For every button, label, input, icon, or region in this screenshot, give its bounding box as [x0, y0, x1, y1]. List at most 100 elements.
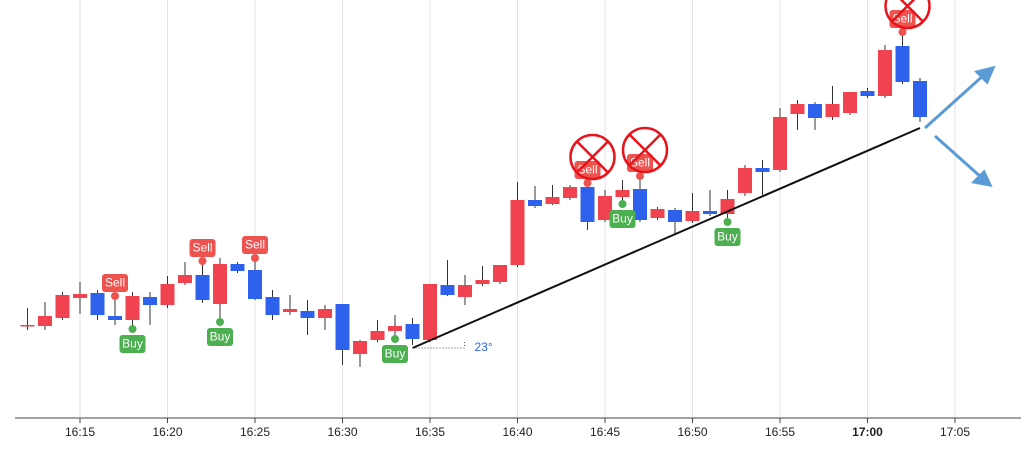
candle-body: [580, 187, 595, 222]
candle-body: [878, 50, 892, 96]
candle-body: [598, 196, 612, 220]
candle-body: [808, 104, 822, 118]
cross-circle: [569, 133, 616, 181]
candle-body: [528, 200, 542, 206]
candle-body: [300, 311, 315, 318]
arrow-up: [923, 72, 987, 130]
signal-dot: [251, 254, 259, 262]
candle-body: [405, 324, 420, 339]
signal-label: Buy: [122, 337, 143, 351]
signal-badge: [207, 328, 233, 346]
signal-dot: [391, 335, 399, 343]
angle-guide: [412, 340, 465, 349]
candle-body: [738, 168, 752, 193]
candle-body: [860, 91, 875, 96]
signal-label: Buy: [210, 330, 231, 344]
signal-label: Buy: [385, 347, 406, 361]
candle-body: [440, 285, 455, 295]
signal-badge: [714, 228, 741, 246]
signal-label: Sell: [192, 241, 212, 255]
candle-body: [55, 295, 70, 318]
x-tick-label: 16:40: [502, 425, 532, 439]
x-tick-label: 17:05: [940, 425, 970, 439]
candle-body: [615, 190, 630, 197]
angle-label: 23°: [475, 340, 493, 354]
candle-body: [773, 117, 787, 170]
x-tick-label: 16:15: [65, 425, 95, 439]
signal-dot: [898, 28, 907, 36]
candle-body: [703, 211, 717, 214]
signal-badge: [189, 239, 216, 257]
candle-body: [108, 316, 122, 320]
signal-dot: [636, 172, 644, 180]
signal-dot: [216, 318, 224, 326]
cross-x: [891, 0, 924, 22]
candle-body: [423, 284, 437, 340]
candle-body: [195, 275, 210, 300]
candle-body: [125, 296, 140, 320]
x-tick-label: 16:45: [590, 425, 620, 439]
candle-body: [353, 341, 367, 354]
candle-body: [843, 92, 857, 113]
signal-label: Sell: [245, 238, 265, 252]
candle-body: [475, 280, 490, 284]
candle-body: [160, 284, 175, 305]
x-tick-label: 16:30: [327, 425, 357, 439]
x-tick-label: 16:50: [677, 425, 707, 439]
candle-body: [895, 46, 910, 82]
candle-body: [370, 331, 385, 340]
candle-body: [335, 304, 350, 350]
arrow-head: [974, 65, 996, 85]
candle-body: [178, 275, 192, 283]
candle-body: [248, 270, 262, 299]
candle-body: [633, 189, 647, 220]
signal-label: Sell: [105, 276, 125, 290]
signal-badge: [609, 210, 636, 228]
candle-body: [650, 209, 665, 218]
candle-body: [318, 309, 332, 318]
candle-body: [265, 297, 280, 315]
x-tick-label: 16:25: [240, 425, 270, 439]
candle-body: [563, 187, 577, 198]
candle-body: [685, 211, 700, 221]
candle-body: [825, 104, 840, 117]
cross-x: [629, 134, 661, 166]
x-tick-label: 16:35: [415, 425, 445, 439]
signal-label: Buy: [717, 230, 738, 244]
arrow-head: [970, 169, 993, 188]
signal-dot: [723, 218, 732, 226]
signal-dot: [198, 257, 207, 265]
candle-body: [388, 326, 402, 331]
candle-body: [38, 316, 52, 326]
candle-body: [283, 309, 297, 312]
signal-badge: [102, 274, 128, 292]
candle-body: [213, 264, 227, 304]
cross-x: [576, 141, 609, 173]
x-tick-label: 17:00: [852, 425, 883, 439]
candle-body: [545, 197, 560, 204]
trendline: [412, 127, 921, 349]
scenario-arrows: [923, 65, 996, 188]
cross-circle: [621, 126, 669, 174]
arrow-down: [934, 134, 983, 180]
signal-dot: [128, 325, 137, 333]
signal-label: Buy: [612, 212, 633, 226]
signal-badge: [382, 345, 408, 363]
signal-badge: [242, 236, 268, 254]
candle-body: [90, 293, 105, 315]
candle-body: [143, 297, 157, 305]
candle-body: [668, 210, 682, 222]
cross-circle: [884, 0, 931, 30]
candle-body: [913, 81, 927, 117]
candle-body: [20, 325, 35, 327]
candle-body: [790, 104, 805, 114]
candle-body: [510, 200, 525, 265]
candle-body: [493, 265, 507, 282]
signal-dot: [111, 292, 119, 300]
x-tick-label: 16:20: [152, 425, 182, 439]
candle-body: [755, 168, 770, 172]
signal-dot: [583, 179, 592, 187]
candle-body: [458, 285, 472, 297]
x-tick-label: 16:55: [765, 425, 795, 439]
